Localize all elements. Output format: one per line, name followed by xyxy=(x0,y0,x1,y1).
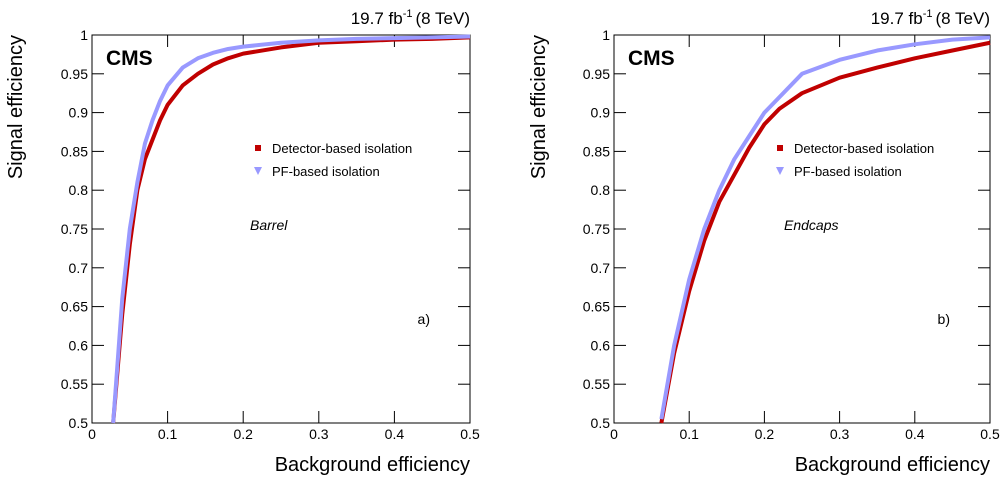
roc-curve xyxy=(111,34,471,424)
y-axis-label: Signal efficiency xyxy=(528,35,550,179)
x-tick-label: 0.4 xyxy=(905,426,925,442)
y-tick-label: 0.8 xyxy=(69,182,89,198)
lumi-value: 19.7 fb xyxy=(351,9,403,28)
lumi-label: 19.7 fb-1 (8 TeV) xyxy=(871,8,990,28)
x-tick-label: 0.4 xyxy=(385,426,405,442)
x-tick-label: 0.1 xyxy=(158,426,178,442)
energy-label: (8 TeV) xyxy=(936,9,991,28)
legend-marker xyxy=(776,167,784,175)
y-tick-label: 0.9 xyxy=(69,105,89,121)
y-tick-label: 0.75 xyxy=(583,221,610,237)
y-tick-label: 0.95 xyxy=(583,66,610,82)
y-tick-label: 0.95 xyxy=(61,66,88,82)
x-axis-label: Background efficiency xyxy=(795,454,990,476)
experiment-label: CMS xyxy=(628,47,675,70)
x-tick-label: 0.3 xyxy=(830,426,850,442)
legend-label: Detector-based isolation xyxy=(794,141,934,156)
y-tick-label: 1 xyxy=(80,27,88,43)
chart: 0.5 0.55 0.6 0.65 0.7 0.75 0.8 0.85 0.9 0.95 1 0 0.1… xyxy=(528,8,1000,476)
region-label: Endcaps xyxy=(784,217,838,233)
x-tick-label: 0.5 xyxy=(460,426,480,442)
y-tick-label: 1 xyxy=(602,27,610,43)
y-tick-label: 0.5 xyxy=(69,415,89,431)
legend-marker xyxy=(777,145,783,151)
x-axis-label: Background efficiency xyxy=(275,454,470,476)
x-tick-label: 0.1 xyxy=(679,426,699,442)
y-tick-label: 0.5 xyxy=(591,415,611,431)
y-tick-label: 0.7 xyxy=(69,260,89,276)
lumi-label: 19.7 fb-1 (8 TeV) xyxy=(351,8,470,28)
y-tick-label: 0.85 xyxy=(61,143,88,159)
legend-marker xyxy=(254,167,262,175)
chart: 0.5 0.55 0.6 0.65 0.7 0.75 0.8 0.85 0.9 0.95 1 0 0.1… xyxy=(5,8,480,476)
x-tick-label: 0.5 xyxy=(980,426,1000,442)
x-tick-label: 0.2 xyxy=(755,426,775,442)
y-axis-label: Signal efficiency xyxy=(5,35,27,179)
y-tick-label: 0.6 xyxy=(591,337,611,353)
energy-label: (8 TeV) xyxy=(416,9,471,28)
y-tick-label: 0.6 xyxy=(69,337,89,353)
x-tick-label: 0 xyxy=(610,426,618,442)
lumi-value: 19.7 fb xyxy=(871,9,923,28)
x-tick-label: 0.2 xyxy=(233,426,253,442)
x-tick-label: 0.3 xyxy=(309,426,329,442)
y-tick-label: 0.9 xyxy=(591,105,611,121)
legend-marker xyxy=(255,145,261,151)
y-tick-label: 0.85 xyxy=(583,143,610,159)
y-tick-label: 0.8 xyxy=(591,182,611,198)
lumi-exponent: -1 xyxy=(403,8,413,20)
legend-label: PF-based isolation xyxy=(794,164,902,179)
y-tick-label: 0.55 xyxy=(61,376,88,392)
roc-curve xyxy=(659,35,991,420)
y-tick-label: 0.7 xyxy=(591,260,611,276)
y-tick-label: 0.65 xyxy=(583,299,610,315)
lumi-exponent: -1 xyxy=(923,8,933,20)
roc-curve xyxy=(659,40,991,424)
y-tick-label: 0.65 xyxy=(61,299,88,315)
experiment-label: CMS xyxy=(106,47,153,70)
roc-curve xyxy=(111,35,471,424)
legend-label: Detector-based isolation xyxy=(272,141,412,156)
region-label: Barrel xyxy=(250,217,288,233)
panel-label: a) xyxy=(418,311,430,327)
y-tick-label: 0.55 xyxy=(583,376,610,392)
panel-label: b) xyxy=(938,311,950,327)
y-tick-label: 0.75 xyxy=(61,221,88,237)
legend-label: PF-based isolation xyxy=(272,164,380,179)
x-tick-label: 0 xyxy=(88,426,96,442)
